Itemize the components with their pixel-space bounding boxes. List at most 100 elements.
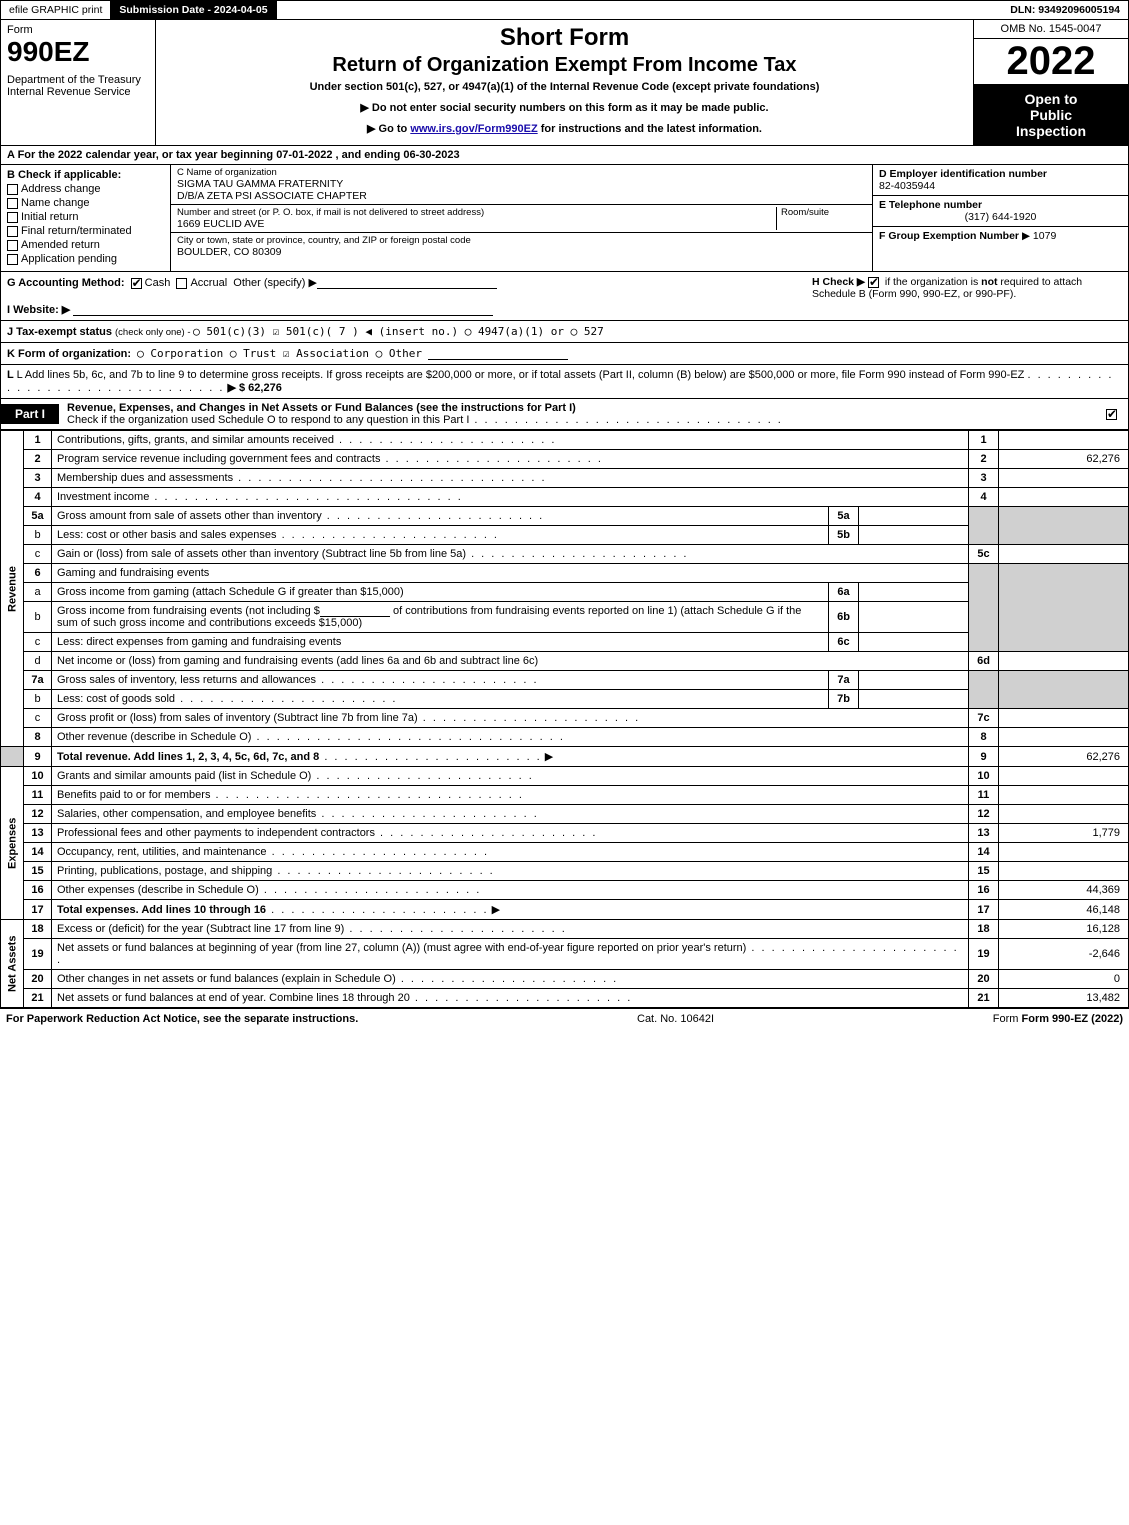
line-8: 8 Other revenue (describe in Schedule O)… [1,728,1129,747]
cb-address-change[interactable]: Address change [7,183,164,195]
omb-number: OMB No. 1545-0047 [974,20,1128,39]
line-16: 16 Other expenses (describe in Schedule … [1,881,1129,900]
subtitle-2: ▶ Do not enter social security numbers o… [162,101,967,114]
footer-mid: Cat. No. 10642I [637,1013,714,1025]
phone-value: (317) 644-1920 [879,211,1122,223]
ein-label: D Employer identification number [879,168,1122,180]
cb-initial-return[interactable]: Initial return [7,211,164,223]
form-number: 990EZ [7,36,149,68]
short-form-title: Short Form [162,24,967,52]
open-line2: Public [978,107,1124,123]
line-7c: c Gross profit or (loss) from sales of i… [1,709,1129,728]
street-value: 1669 EUCLID AVE [177,218,776,230]
main-title: Return of Organization Exempt From Incom… [162,54,967,77]
row-gh: G Accounting Method: Cash Accrual Other … [0,272,1129,321]
line-15: 15 Printing, publications, postage, and … [1,862,1129,881]
other-org-line[interactable] [428,359,568,360]
line-18: Net Assets 18 Excess or (deficit) for th… [1,920,1129,939]
dept-text: Department of the Treasury Internal Reve… [7,74,149,98]
netassets-label: Net Assets [1,920,24,1008]
sub3-suffix: for instructions and the latest informat… [538,123,762,135]
header-center: Short Form Return of Organization Exempt… [156,20,973,145]
j-options: ◯ 501(c)(3) ☑ 501(c)( 7 ) ◀ (insert no.)… [193,325,604,338]
group-exemption-value: ▶ 1079 [1022,230,1056,242]
org-name-label: C Name of organization [177,167,866,178]
part1-checkbox[interactable] [1098,405,1128,423]
h-prefix: H Check ▶ [812,276,865,288]
cb-name-change[interactable]: Name change [7,197,164,209]
other-specify-line[interactable] [317,288,497,289]
h-text2: if the organization is [885,276,981,288]
submission-date-cell: Submission Date - 2024-04-05 [111,1,276,19]
group-exemption-block: F Group Exemption Number ▶ 1079 [873,227,1128,245]
part1-title: Revenue, Expenses, and Changes in Net As… [59,399,1098,429]
line-6d: d Net income or (loss) from gaming and f… [1,652,1129,671]
cb-accrual[interactable] [176,278,187,289]
expenses-label: Expenses [1,767,24,920]
cb-cash[interactable] [131,278,142,289]
phone-label: E Telephone number [879,199,982,211]
line-12: 12 Salaries, other compensation, and emp… [1,805,1129,824]
sub3-prefix: ▶ Go to [367,123,410,135]
header-right: OMB No. 1545-0047 2022 Open to Public In… [973,20,1128,145]
line-7a: 7a Gross sales of inventory, less return… [1,671,1129,690]
line-11: 11 Benefits paid to or for members 11 [1,786,1129,805]
line-3: 3 Membership dues and assessments 3 [1,469,1129,488]
line-6a: a Gross income from gaming (attach Sched… [1,583,1129,602]
line-2: 2 Program service revenue including gove… [1,450,1129,469]
line-14: 14 Occupancy, rent, utilities, and maint… [1,843,1129,862]
cb-schedule-b[interactable] [868,277,879,288]
row-l: L L Add lines 5b, 6c, and 7b to line 9 t… [0,365,1129,399]
subtitle-3: ▶ Go to www.irs.gov/Form990EZ for instru… [162,122,967,135]
open-to-public: Open to Public Inspection [974,85,1128,145]
org-name-row: C Name of organization SIGMA TAU GAMMA F… [171,165,872,205]
line-17: 17 Total expenses. Add lines 10 through … [1,900,1129,920]
line-6c: c Less: direct expenses from gaming and … [1,633,1129,652]
line-19: 19 Net assets or fund balances at beginn… [1,939,1129,970]
cb-final-return[interactable]: Final return/terminated [7,225,164,237]
submission-date: Submission Date - 2024-04-05 [119,4,267,16]
part1-header: Part I Revenue, Expenses, and Changes in… [0,399,1129,430]
column-c: C Name of organization SIGMA TAU GAMMA F… [171,165,873,271]
section-bcde: B Check if applicable: Address change Na… [0,165,1129,272]
open-line1: Open to [978,91,1124,107]
dln-cell: DLN: 93492096005194 [1002,1,1128,19]
row-g: G Accounting Method: Cash Accrual Other … [7,276,772,316]
page-footer: For Paperwork Reduction Act Notice, see … [0,1008,1129,1029]
part1-table: Revenue 1 Contributions, gifts, grants, … [0,430,1129,1008]
k-prefix: K Form of organization: [7,348,131,360]
line-4: 4 Investment income 4 [1,488,1129,507]
footer-right: Form Form 990-EZ (2022) [993,1013,1123,1025]
group-exemption-label: F Group Exemption Number [879,230,1019,242]
form-label: Form [7,24,149,36]
h-not: not [981,276,997,288]
line-10: Expenses 10 Grants and similar amounts p… [1,767,1129,786]
org-name: SIGMA TAU GAMMA FRATERNITY [177,178,866,190]
row-i: I Website: ▶ [7,303,772,316]
cb-amended-return[interactable]: Amended return [7,239,164,251]
line-5a: 5a Gross amount from sale of assets othe… [1,507,1129,526]
line-13: 13 Professional fees and other payments … [1,824,1129,843]
irs-link[interactable]: www.irs.gov/Form990EZ [410,123,537,135]
website-line[interactable] [73,315,493,316]
line-6: 6 Gaming and fundraising events [1,564,1129,583]
l-value: ▶ $ 62,276 [227,382,281,394]
line-5c: c Gain or (loss) from sale of assets oth… [1,545,1129,564]
street-row: Number and street (or P. O. box, if mail… [171,205,872,233]
city-label: City or town, state or province, country… [177,235,866,246]
footer-left: For Paperwork Reduction Act Notice, see … [6,1013,358,1025]
street-label: Number and street (or P. O. box, if mail… [177,207,776,218]
dln-text: DLN: 93492096005194 [1010,4,1120,16]
i-prefix: I Website: ▶ [7,304,70,316]
line-1: Revenue 1 Contributions, gifts, grants, … [1,431,1129,450]
line-5b: b Less: cost or other basis and sales ex… [1,526,1129,545]
cb-application-pending[interactable]: Application pending [7,253,164,265]
subtitle-1: Under section 501(c), 527, or 4947(a)(1)… [162,81,967,93]
line-21: 21 Net assets or fund balances at end of… [1,989,1129,1008]
top-bar: efile GRAPHIC print Submission Date - 20… [0,0,1129,20]
j-prefix: J Tax-exempt status [7,326,115,338]
row-a-taxyear: A For the 2022 calendar year, or tax yea… [0,146,1129,165]
j-small: (check only one) - [115,327,193,338]
efile-text: efile GRAPHIC print [9,4,102,16]
form-header: Form 990EZ Department of the Treasury In… [0,20,1129,146]
